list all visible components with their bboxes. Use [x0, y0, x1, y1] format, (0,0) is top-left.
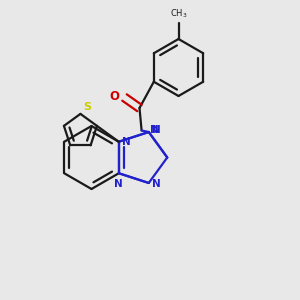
- Text: N: N: [122, 137, 131, 147]
- Text: N: N: [152, 179, 161, 190]
- Text: O: O: [109, 90, 119, 103]
- Text: CH$_3$: CH$_3$: [170, 8, 187, 20]
- Text: S: S: [83, 102, 91, 112]
- Text: N: N: [114, 179, 123, 189]
- Text: N: N: [150, 124, 159, 135]
- Text: N: N: [152, 124, 161, 135]
